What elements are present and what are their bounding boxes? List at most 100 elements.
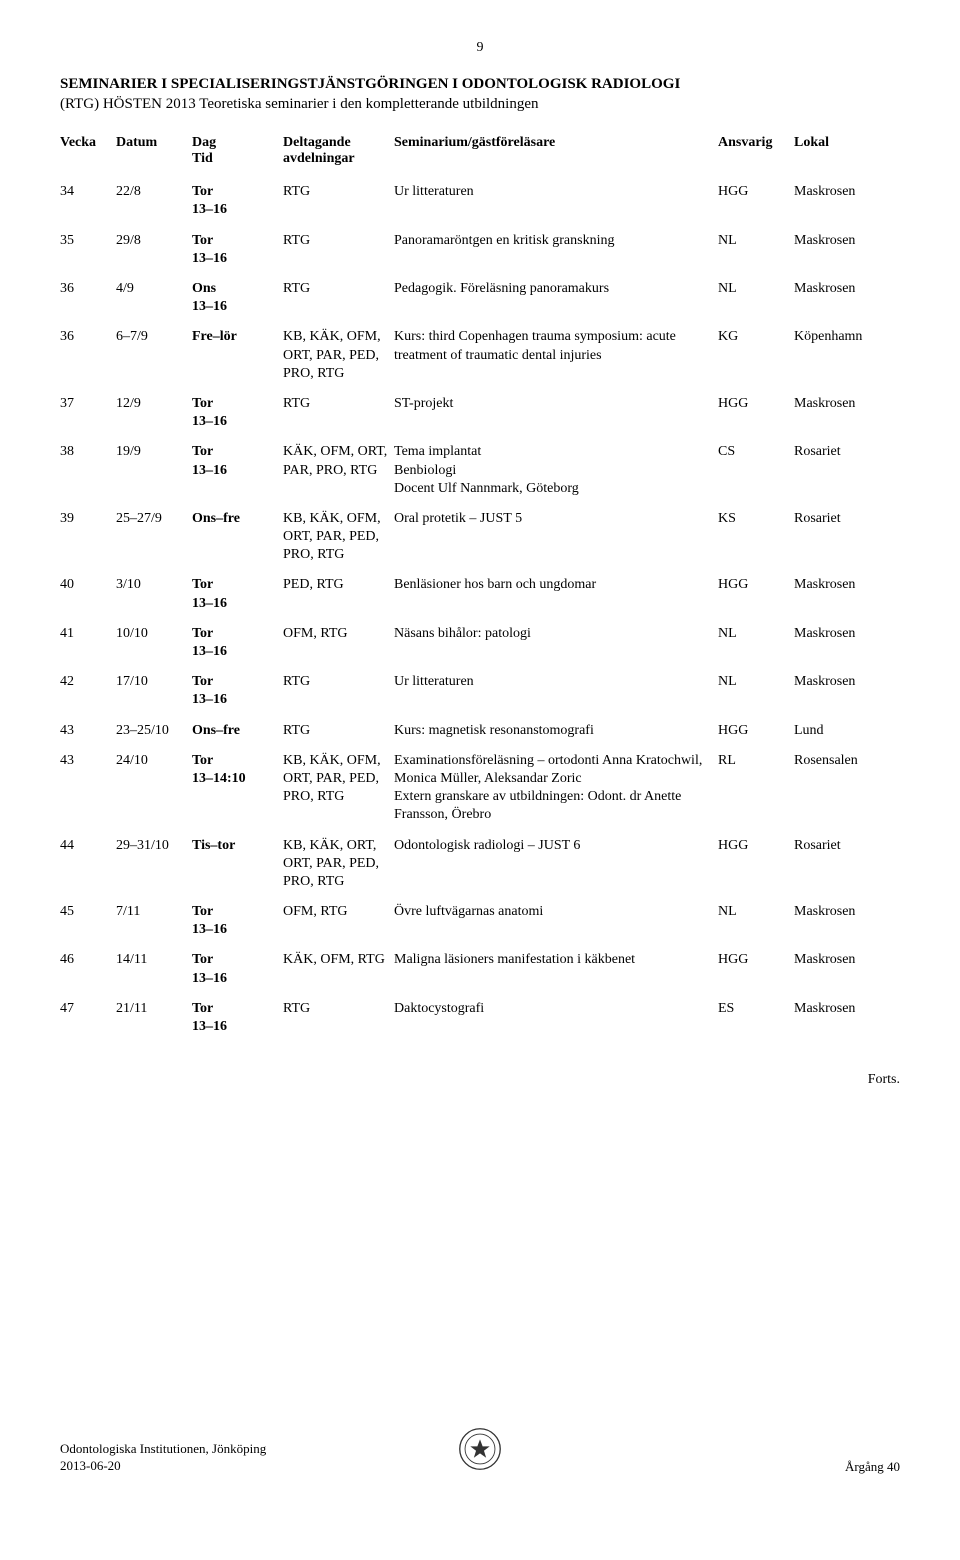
table-row: 457/11Tor13–16OFM, RTGÖvre luftvägarnas …: [60, 897, 900, 945]
table-row: 3422/8Tor13–16RTGUr litteraturenHGGMaskr…: [60, 177, 900, 225]
cell-avd: RTG: [283, 177, 394, 225]
cell-sem: Maligna läsioners manifestation i käkben…: [394, 945, 718, 993]
cell-lokal: Rosariet: [794, 437, 900, 504]
cell-sem: Ur litteraturen: [394, 667, 718, 715]
cell-sem: Kurs: third Copenhagen trauma symposium:…: [394, 322, 718, 389]
cell-datum: 19/9: [116, 437, 192, 504]
cell-sem: Daktocystografi: [394, 994, 718, 1042]
cell-ansv: HGG: [718, 177, 794, 225]
col-datum: Datum: [116, 131, 192, 177]
footer-institution: Odontologiska Institutionen, Jönköping: [60, 1441, 266, 1456]
cell-sem: Oral protetik – JUST 5: [394, 504, 718, 571]
cell-datum: 4/9: [116, 274, 192, 322]
cell-vecka: 39: [60, 504, 116, 571]
cell-lokal: Rosariet: [794, 504, 900, 571]
cell-ansv: NL: [718, 226, 794, 274]
cell-sem: Näsans bihålor: patologi: [394, 619, 718, 667]
table-row: 403/10Tor13–16PED, RTGBenläsioner hos ba…: [60, 570, 900, 618]
document-subtitle: (RTG) HÖSTEN 2013 Teoretiska seminarier …: [60, 96, 900, 113]
cell-avd: KB, KÄK, OFM, ORT, PAR, PED, PRO, RTG: [283, 504, 394, 571]
cell-datum: 21/11: [116, 994, 192, 1042]
cell-dag: Tor13–16: [192, 945, 283, 993]
cell-dag: Ons–fre: [192, 504, 283, 571]
cell-lokal: Rosariet: [794, 831, 900, 898]
cell-avd: RTG: [283, 994, 394, 1042]
table-row: 4110/10Tor13–16OFM, RTGNäsans bihålor: p…: [60, 619, 900, 667]
cell-ansv: NL: [718, 897, 794, 945]
col-sem: Seminarium/gästföreläsare: [394, 131, 718, 177]
footer-date: 2013-06-20: [60, 1458, 121, 1473]
cell-datum: 14/11: [116, 945, 192, 993]
table-row: 3925–27/9Ons–freKB, KÄK, OFM, ORT, PAR, …: [60, 504, 900, 571]
cell-ansv: RL: [718, 746, 794, 831]
cell-vecka: 45: [60, 897, 116, 945]
cell-sem: Panoramaröntgen en kritisk granskning: [394, 226, 718, 274]
cell-avd: KÄK, OFM, ORT, PAR, PRO, RTG: [283, 437, 394, 504]
cell-vecka: 44: [60, 831, 116, 898]
cell-datum: 29–31/10: [116, 831, 192, 898]
cell-sem: Odontologisk radiologi – JUST 6: [394, 831, 718, 898]
cell-lokal: Maskrosen: [794, 226, 900, 274]
seal-icon: [458, 1427, 502, 1471]
cell-ansv: HGG: [718, 945, 794, 993]
cell-sem: Kurs: magnetisk resonanstomografi: [394, 716, 718, 746]
cell-dag: Tor13–16: [192, 570, 283, 618]
cell-vecka: 38: [60, 437, 116, 504]
footer-logo: [458, 1427, 502, 1475]
cell-ansv: HGG: [718, 389, 794, 437]
cell-vecka: 42: [60, 667, 116, 715]
cell-dag: Tor13–16: [192, 994, 283, 1042]
cell-lokal: Maskrosen: [794, 667, 900, 715]
cell-lokal: Maskrosen: [794, 994, 900, 1042]
col-lokal: Lokal: [794, 131, 900, 177]
table-row: 4217/10Tor13–16RTGUr litteraturenNLMaskr…: [60, 667, 900, 715]
cell-avd: RTG: [283, 667, 394, 715]
cell-lokal: Köpenhamn: [794, 322, 900, 389]
cell-datum: 29/8: [116, 226, 192, 274]
cell-lokal: Maskrosen: [794, 570, 900, 618]
col-vecka: Vecka: [60, 131, 116, 177]
cell-sem: Pedagogik. Föreläsning panoramakurs: [394, 274, 718, 322]
cell-datum: 6–7/9: [116, 322, 192, 389]
table-row: 4323–25/10Ons–freRTGKurs: magnetisk reso…: [60, 716, 900, 746]
cell-vecka: 43: [60, 746, 116, 831]
cell-avd: RTG: [283, 389, 394, 437]
cell-ansv: HGG: [718, 831, 794, 898]
cell-avd: RTG: [283, 226, 394, 274]
cell-sem: Ur litteraturen: [394, 177, 718, 225]
cell-dag: Tor13–16: [192, 437, 283, 504]
footer-left: Odontologiska Institutionen, Jönköping 2…: [60, 1441, 266, 1475]
table-row: 3529/8Tor13–16RTGPanoramaröntgen en krit…: [60, 226, 900, 274]
cell-vecka: 41: [60, 619, 116, 667]
cell-dag: Tis–tor: [192, 831, 283, 898]
cell-vecka: 37: [60, 389, 116, 437]
continuation-label: Forts.: [60, 1072, 900, 1088]
cell-lokal: Lund: [794, 716, 900, 746]
table-body: 3422/8Tor13–16RTGUr litteraturenHGGMaskr…: [60, 177, 900, 1042]
cell-dag: Tor13–16: [192, 226, 283, 274]
cell-datum: 17/10: [116, 667, 192, 715]
cell-lokal: Maskrosen: [794, 945, 900, 993]
cell-ansv: ES: [718, 994, 794, 1042]
cell-avd: KB, KÄK, OFM, ORT, PAR, PED, PRO, RTG: [283, 746, 394, 831]
footer-argang: Årgång 40: [845, 1459, 900, 1475]
cell-dag: Ons–fre: [192, 716, 283, 746]
cell-dag: Tor13–14:10: [192, 746, 283, 831]
table-row: 3819/9Tor13–16KÄK, OFM, ORT, PAR, PRO, R…: [60, 437, 900, 504]
cell-vecka: 35: [60, 226, 116, 274]
cell-vecka: 47: [60, 994, 116, 1042]
table-row: 4429–31/10Tis–torKB, KÄK, ORT, ORT, PAR,…: [60, 831, 900, 898]
cell-lokal: Maskrosen: [794, 619, 900, 667]
cell-vecka: 40: [60, 570, 116, 618]
cell-dag: Tor13–16: [192, 667, 283, 715]
cell-avd: RTG: [283, 716, 394, 746]
cell-sem: Övre luftvägarnas anatomi: [394, 897, 718, 945]
cell-datum: 12/9: [116, 389, 192, 437]
cell-ansv: KS: [718, 504, 794, 571]
col-ansvarig: Ansvarig: [718, 131, 794, 177]
cell-datum: 24/10: [116, 746, 192, 831]
cell-datum: 25–27/9: [116, 504, 192, 571]
table-row: 364/9Ons13–16RTGPedagogik. Föreläsning p…: [60, 274, 900, 322]
document-title: SEMINARIER I SPECIALISERINGSTJÄNSTGÖRING…: [60, 74, 900, 94]
cell-vecka: 36: [60, 322, 116, 389]
